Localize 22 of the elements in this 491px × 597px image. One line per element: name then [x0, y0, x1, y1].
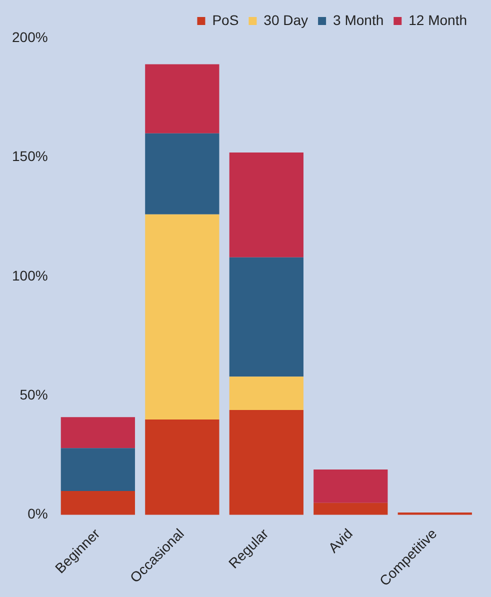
- bar: [60, 448, 135, 492]
- y-tick-label: 50%: [20, 386, 48, 402]
- bar: [229, 257, 304, 377]
- y-tick-label: 0%: [28, 506, 48, 522]
- legend-label: 12 Month: [408, 12, 468, 28]
- bar: [60, 417, 135, 448]
- bar: [314, 470, 388, 503]
- bar: [229, 152, 304, 258]
- bar: [229, 376, 304, 410]
- bar: [60, 491, 135, 515]
- bar: [145, 64, 220, 134]
- y-tick-label: 200%: [12, 28, 48, 45]
- y-tick-label: 100%: [12, 267, 48, 284]
- bar: [145, 419, 220, 515]
- bar: [314, 502, 388, 515]
- legend-label: 30 Day: [264, 12, 308, 28]
- bar: [145, 214, 220, 420]
- y-tick-label: 150%: [12, 148, 48, 164]
- bar: [145, 133, 220, 214]
- legend-label: PoS: [212, 12, 239, 28]
- legend-label: 3 Month: [333, 12, 384, 28]
- bar: [229, 410, 304, 515]
